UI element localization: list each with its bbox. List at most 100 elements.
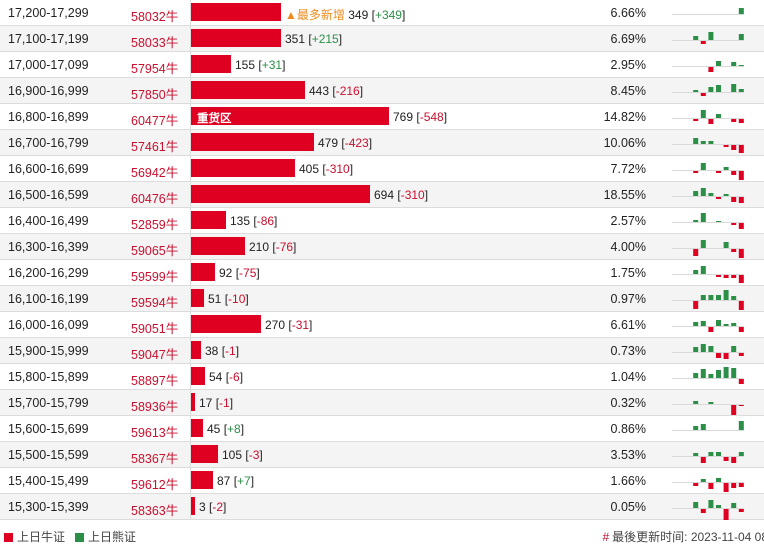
volume-bar <box>191 3 281 21</box>
sparkline-bar <box>693 191 699 196</box>
table-row: 16,600-16,699 56942牛 405 [-310] 7.72% <box>0 156 764 182</box>
price-range: 15,800-15,899 <box>8 370 89 384</box>
sparkline-bar <box>723 145 729 147</box>
change-value: -6 <box>229 370 240 384</box>
sparkline-bar <box>731 346 737 352</box>
legend-footer: 上日牛证 上日熊证 # 最後更新时间: 2023-11-04 08 <box>0 523 764 545</box>
sparkline-bar <box>738 452 744 456</box>
sparkline-bar <box>723 194 729 196</box>
count-value: 349 <box>348 8 369 22</box>
volume-bar <box>191 263 215 281</box>
bull-code-link[interactable]: 59613牛 <box>131 426 179 440</box>
bull-code-link[interactable]: 59047牛 <box>131 348 179 362</box>
sparkline-bar <box>723 242 729 248</box>
sparkline-bar <box>708 32 714 40</box>
table-row: 15,300-15,399 58363牛 3 [-2] 0.05% <box>0 494 764 520</box>
sparkline-bar <box>693 373 699 378</box>
price-range: 16,600-16,699 <box>8 162 89 176</box>
column-divider <box>190 0 191 26</box>
bull-code-link[interactable]: 59051牛 <box>131 322 179 336</box>
bull-code-link[interactable]: 60476牛 <box>131 192 179 206</box>
change-value: +7 <box>237 474 251 488</box>
sparkline-bar <box>723 167 729 170</box>
count-value: 270 <box>265 318 286 332</box>
percentage: 0.32% <box>610 396 646 410</box>
history-sparkline <box>672 344 744 359</box>
count-change: 45 [+8] <box>207 422 245 436</box>
bull-code-link[interactable]: 59599牛 <box>131 270 179 284</box>
bull-code-link[interactable]: 59612牛 <box>131 478 179 492</box>
percentage: 10.06% <box>603 136 646 150</box>
change-value: -548 <box>419 110 444 124</box>
count-value: 38 <box>205 344 219 358</box>
volume-bar <box>191 419 203 437</box>
legend-bull: 上日牛证 <box>4 528 65 545</box>
bull-code-link[interactable]: 60477牛 <box>131 114 179 128</box>
bull-code-link[interactable]: 59065牛 <box>131 244 179 258</box>
count-change: 351 [+215] <box>285 32 343 46</box>
bull-code-link[interactable]: 52859牛 <box>131 218 179 232</box>
bull-code-link[interactable]: 57461牛 <box>131 140 179 154</box>
history-sparkline <box>672 367 744 384</box>
column-divider <box>190 156 191 182</box>
volume-bar <box>191 55 231 73</box>
sparkline-bar <box>700 369 706 378</box>
bull-code-link[interactable]: 59594牛 <box>131 296 179 310</box>
bull-code-link[interactable]: 58367牛 <box>131 452 179 466</box>
count-value: 443 <box>309 84 330 98</box>
sparkline-bar <box>693 502 699 508</box>
bull-code-link[interactable]: 58032牛 <box>131 10 179 24</box>
history-sparkline <box>672 266 744 283</box>
table-row: 16,200-16,299 59599牛 92 [-75] 1.75% <box>0 260 764 286</box>
history-sparkline <box>672 401 744 415</box>
history-sparkline <box>672 8 744 15</box>
percentage: 7.72% <box>610 162 646 176</box>
percentage: 0.86% <box>610 422 646 436</box>
count-change: 769 [-548] <box>393 110 448 124</box>
sparkline-bar <box>716 114 721 118</box>
count-value: 17 <box>199 396 213 410</box>
bull-code-link[interactable]: 57954牛 <box>131 62 179 76</box>
count-value: 105 <box>222 448 243 462</box>
column-divider <box>190 312 191 338</box>
sparkline-bar <box>738 119 744 123</box>
column-divider <box>190 130 191 156</box>
sparkline-bar <box>716 61 721 66</box>
column-divider <box>190 78 191 104</box>
count-change: 54 [-6] <box>209 370 244 384</box>
count-value: 210 <box>249 240 270 254</box>
history-sparkline <box>672 478 744 492</box>
percentage: 0.97% <box>610 292 646 306</box>
heavy-zone-label: 重货区 <box>197 113 232 125</box>
bull-code-link[interactable]: 57850牛 <box>131 88 179 102</box>
bull-code-link[interactable]: 56942牛 <box>131 166 179 180</box>
percentage: 1.04% <box>610 370 646 384</box>
volume-bar <box>191 159 295 177</box>
bull-code-link[interactable]: 58363牛 <box>131 504 179 518</box>
table-row: 16,500-16,599 60476牛 694 [-310] 18.55% <box>0 182 764 208</box>
sparkline-bar <box>716 370 721 378</box>
sparkline-bar <box>693 90 699 92</box>
bear-swatch-icon <box>75 533 84 542</box>
change-value: +215 <box>311 32 339 46</box>
count-change: 17 [-1] <box>199 396 234 410</box>
bull-code-link[interactable]: 58936牛 <box>131 400 179 414</box>
bull-code-link[interactable]: 58033牛 <box>131 36 179 50</box>
sparkline-bar <box>700 509 706 513</box>
column-divider <box>190 26 191 52</box>
price-range: 17,200-17,299 <box>8 6 89 20</box>
sparkline-bar <box>731 223 737 225</box>
sparkline-bar <box>731 145 737 150</box>
sparkline-bar <box>693 426 699 430</box>
history-sparkline <box>672 61 744 72</box>
table-row: 17,200-17,299 58032牛 ▲最多新增 349 [+349] 6.66% <box>0 0 764 26</box>
volume-bar <box>191 29 281 47</box>
sparkline-bar <box>700 321 706 326</box>
sparkline-bar <box>708 374 714 378</box>
volume-bar <box>191 471 213 489</box>
sparkline-bar <box>700 93 706 96</box>
count-change: ▲最多新增 349 [+349] <box>285 8 406 22</box>
count-change: 87 [+7] <box>217 474 255 488</box>
bull-code-link[interactable]: 58897牛 <box>131 374 179 388</box>
change-value: -75 <box>239 266 257 280</box>
